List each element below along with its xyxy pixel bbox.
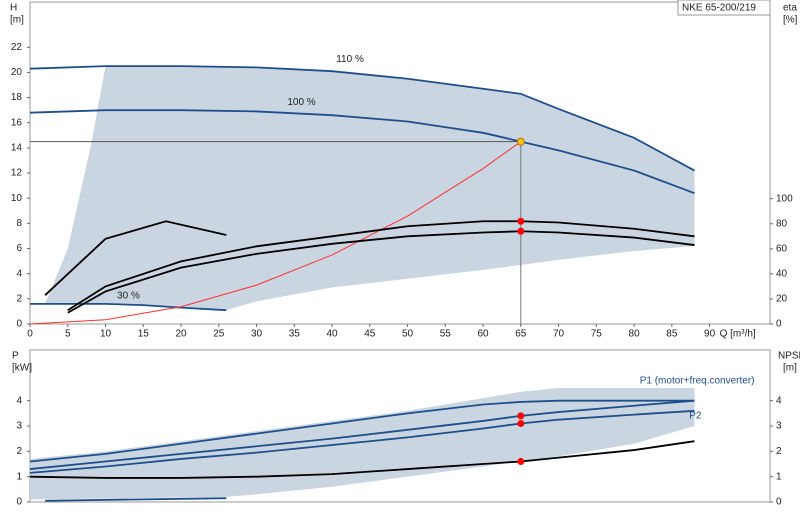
curve-label: P2 [689,410,702,421]
x-axis-label: Q [m³/h] [720,329,756,340]
x-tick-label: 90 [704,329,716,340]
y2-tick-label: 4 [776,395,782,406]
duty-point [517,412,525,420]
curve [44,220,227,296]
y2-tick-label: 80 [776,218,788,229]
duty-point [516,137,525,146]
y-tick-label: 8 [16,218,22,229]
y-tick-label: 4 [16,268,22,279]
y2-tick-label: 100 [776,193,793,204]
x-tick-label: 35 [289,329,301,340]
y2-axis-label: [m] [783,363,797,374]
x-tick-label: 40 [326,329,338,340]
x-tick-label: 60 [477,329,489,340]
y-axis-label: P [12,351,19,362]
duty-point [517,217,525,225]
curve [29,440,695,479]
curve [29,141,522,325]
y-tick-label: 0 [16,319,22,330]
y-tick-label: 12 [11,168,23,179]
y-axis-label: [m] [10,15,24,26]
curve-label: 110 % [336,54,364,65]
x-tick-label: 0 [27,329,33,340]
y2-tick-label: 40 [776,269,788,280]
y2-axis-label: [%] [783,15,798,26]
y-axis-label: H [10,3,17,14]
curve [67,220,695,311]
curve [30,302,227,312]
x-tick-label: 70 [553,329,565,340]
y2-axis-label: eta [783,3,797,14]
curve-label: 100 % [287,97,315,108]
x-tick-label: 65 [515,329,527,340]
y2-tick-label: 0 [776,497,782,508]
y-tick-label: 2 [16,446,22,457]
y-tick-label: 6 [16,243,22,254]
y-tick-label: 16 [11,117,23,128]
y-tick-label: 2 [16,293,22,304]
x-tick-label: 15 [138,329,150,340]
x-tick-label: 10 [100,329,112,340]
y-tick-label: 20 [11,67,23,78]
curve [67,230,695,314]
y-tick-label: 10 [11,193,23,204]
x-tick-label: 50 [402,329,414,340]
curve [29,409,695,474]
y2-axis-label: NPSH [778,351,800,362]
x-tick-label: 20 [175,329,187,340]
title-box [677,0,771,16]
x-tick-label: 25 [213,329,225,340]
y-tick-label: 1 [16,471,22,482]
y-tick-label: 14 [11,143,23,154]
y-tick-label: 0 [16,497,22,508]
y2-tick-label: 2 [776,446,782,457]
x-tick-label: 75 [591,329,603,340]
duty-point [517,419,525,427]
y-tick-label: 18 [11,92,23,103]
curve [29,109,695,195]
curve [29,399,695,470]
x-tick-label: 45 [364,329,376,340]
x-tick-label: 55 [440,329,452,340]
y-tick-label: 22 [11,42,23,53]
y-tick-label: 3 [16,421,22,432]
chart-title: NKE 65-200/219 [682,3,756,14]
y-axis-label: [kW] [12,363,32,374]
operating-range [45,66,695,311]
duty-point [517,227,525,235]
curve-label: P1 (motor+freq.converter) [640,375,755,386]
y2-tick-label: 3 [776,421,782,432]
duty-point [517,457,525,465]
y2-tick-label: 1 [776,471,782,482]
y-tick-label: 4 [16,395,22,406]
curve [29,65,695,172]
x-tick-label: 5 [65,329,71,340]
x-tick-label: 85 [666,329,678,340]
y2-tick-label: 60 [776,243,788,254]
curve [29,399,695,463]
x-tick-label: 80 [629,329,641,340]
y2-tick-label: 20 [776,294,788,305]
curve-label: 30 % [117,291,140,302]
x-tick-label: 30 [251,329,263,340]
y2-tick-label: 0 [776,319,782,330]
curve [45,497,227,502]
